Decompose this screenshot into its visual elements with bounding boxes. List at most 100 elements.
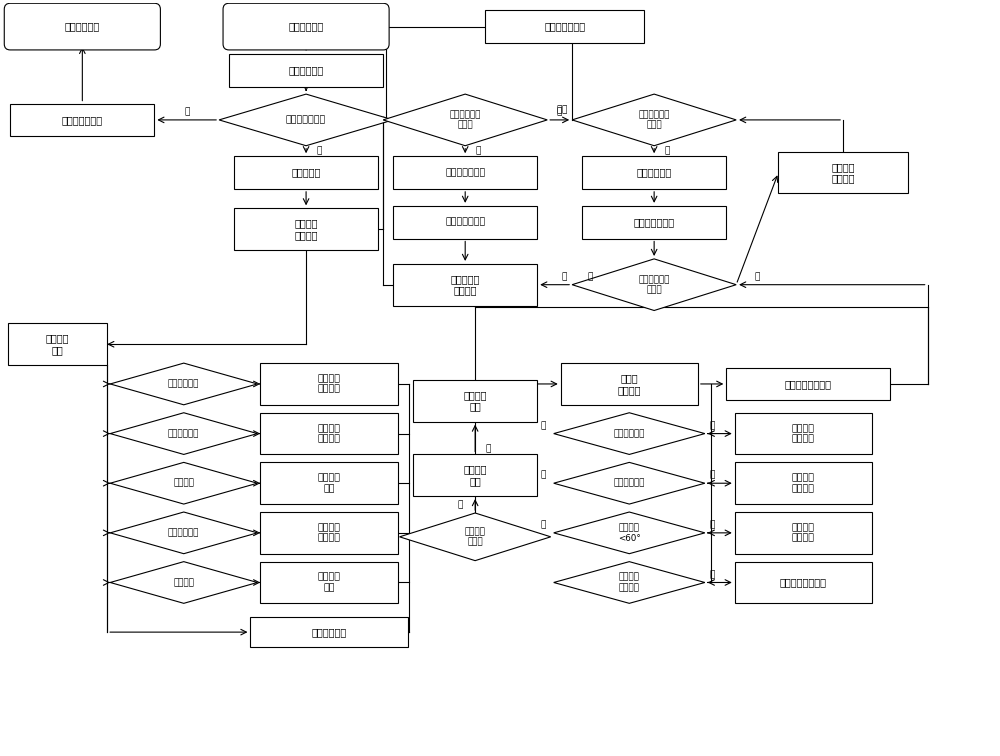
FancyBboxPatch shape <box>10 104 154 136</box>
Text: 其他路径规划: 其他路径规划 <box>311 627 347 637</box>
Polygon shape <box>110 512 257 553</box>
FancyBboxPatch shape <box>260 512 398 553</box>
FancyBboxPatch shape <box>260 562 398 603</box>
Text: 所有层规划完成: 所有层规划完成 <box>62 115 103 125</box>
Polygon shape <box>400 513 551 561</box>
FancyBboxPatch shape <box>260 413 398 454</box>
FancyBboxPatch shape <box>582 206 726 239</box>
Text: 获取层部件数据: 获取层部件数据 <box>445 168 485 177</box>
Text: 开始路径规划: 开始路径规划 <box>288 22 324 32</box>
Polygon shape <box>554 512 705 553</box>
Text: 否: 否 <box>755 272 760 281</box>
Text: 是: 是 <box>710 421 715 430</box>
Polygon shape <box>572 259 736 311</box>
Text: 否: 否 <box>540 421 546 430</box>
Text: 否: 否 <box>540 471 546 480</box>
FancyBboxPatch shape <box>735 562 872 603</box>
FancyBboxPatch shape <box>234 156 378 189</box>
Text: 纤维路径
夹角优化: 纤维路径 夹角优化 <box>792 523 815 543</box>
Text: 否: 否 <box>458 500 463 509</box>
Text: 常规路径
策略: 常规路径 策略 <box>463 464 487 486</box>
Text: 是否外部轮廓: 是否外部轮廓 <box>168 380 200 389</box>
Text: 是否有待规划
的区域: 是否有待规划 的区域 <box>638 110 670 129</box>
Text: 添加纤维
装填动作: 添加纤维 装填动作 <box>792 473 815 493</box>
Text: 是否需要切断: 是否需要切断 <box>614 429 645 438</box>
Text: 是: 是 <box>710 471 715 480</box>
Polygon shape <box>554 413 705 454</box>
Text: 是否支撑: 是否支撑 <box>173 578 194 587</box>
Text: 否: 否 <box>557 106 562 114</box>
FancyBboxPatch shape <box>393 156 537 189</box>
Text: 是否有待规划
层部件: 是否有待规划 层部件 <box>449 110 481 129</box>
Text: 否: 否 <box>540 520 546 529</box>
Polygon shape <box>110 463 257 504</box>
Text: 是否内部轮廓: 是否内部轮廓 <box>168 429 200 438</box>
Polygon shape <box>554 463 705 504</box>
Text: 获取层数据: 获取层数据 <box>291 168 321 178</box>
Text: 否: 否 <box>184 107 189 116</box>
Text: 是否需要装填: 是否需要装填 <box>614 479 645 488</box>
Text: 逐层规划路径: 逐层规划路径 <box>288 65 324 76</box>
Text: 填充路径
规划: 填充路径 规划 <box>317 473 340 493</box>
Text: 是否路径
宽度不够: 是否路径 宽度不够 <box>619 573 640 592</box>
Polygon shape <box>110 363 257 404</box>
Text: 是: 是 <box>664 147 669 156</box>
Text: 添加层部件
跳转动作: 添加层部件 跳转动作 <box>451 274 480 296</box>
Text: 添加纤维路径动作: 添加纤维路径动作 <box>785 379 832 389</box>
FancyBboxPatch shape <box>260 463 398 504</box>
Text: 是: 是 <box>587 272 592 281</box>
FancyBboxPatch shape <box>778 152 908 194</box>
Text: 是: 是 <box>475 147 481 156</box>
Polygon shape <box>110 413 257 454</box>
FancyBboxPatch shape <box>234 208 378 250</box>
FancyBboxPatch shape <box>735 512 872 553</box>
Text: 是否使用
长纤维: 是否使用 长纤维 <box>465 527 486 547</box>
Text: 支撑路径
规划: 支撑路径 规划 <box>317 573 340 592</box>
FancyBboxPatch shape <box>582 156 726 189</box>
FancyBboxPatch shape <box>735 413 872 454</box>
Polygon shape <box>110 562 257 603</box>
Text: 是: 是 <box>562 272 567 281</box>
Text: 是否填充: 是否填充 <box>173 479 194 488</box>
FancyBboxPatch shape <box>229 54 383 87</box>
Text: 否: 否 <box>710 570 715 579</box>
FancyBboxPatch shape <box>413 380 537 422</box>
Text: 是: 是 <box>710 520 715 529</box>
Text: 添加区域
跳转动作: 添加区域 跳转动作 <box>831 162 855 183</box>
Text: 取消纤维路径规划: 取消纤维路径规划 <box>780 578 827 587</box>
FancyBboxPatch shape <box>413 454 537 496</box>
Text: 添加纤维
切断动作: 添加纤维 切断动作 <box>792 424 815 443</box>
FancyBboxPatch shape <box>4 3 160 50</box>
Text: 内部轮廓
路径规划: 内部轮廓 路径规划 <box>317 424 340 443</box>
Text: 上下表面
路径规划: 上下表面 路径规划 <box>317 523 340 543</box>
Text: 是: 是 <box>485 444 490 453</box>
Text: 逐区域规划路径: 逐区域规划路径 <box>445 218 485 227</box>
Text: 否: 否 <box>557 107 562 116</box>
FancyBboxPatch shape <box>393 206 537 239</box>
FancyBboxPatch shape <box>561 363 698 404</box>
Text: 添加路径
动作: 添加路径 动作 <box>463 390 487 411</box>
FancyBboxPatch shape <box>260 363 398 404</box>
Text: 是否上下表面: 是否上下表面 <box>168 528 200 538</box>
Polygon shape <box>554 562 705 603</box>
FancyBboxPatch shape <box>223 3 389 50</box>
Text: 添加层切换动作: 添加层切换动作 <box>544 22 585 32</box>
Text: 长纤维
路径策略: 长纤维 路径策略 <box>618 373 641 395</box>
FancyBboxPatch shape <box>8 324 107 365</box>
FancyBboxPatch shape <box>393 264 537 305</box>
Text: 获取路径
数据: 获取路径 数据 <box>46 333 69 355</box>
FancyBboxPatch shape <box>485 11 644 43</box>
Text: 获取区域数据: 获取区域数据 <box>637 168 672 178</box>
Text: 逐线条规划路径: 逐线条规划路径 <box>634 217 675 227</box>
FancyBboxPatch shape <box>250 617 408 647</box>
FancyBboxPatch shape <box>726 367 890 401</box>
Text: 是否有待规划
的路径: 是否有待规划 的路径 <box>638 275 670 294</box>
Polygon shape <box>572 94 736 146</box>
Text: 是: 是 <box>316 147 321 156</box>
Text: 结束路径规划: 结束路径规划 <box>65 22 100 32</box>
Text: 逐部件层
规划路径: 逐部件层 规划路径 <box>294 218 318 240</box>
Polygon shape <box>383 94 547 146</box>
Polygon shape <box>219 94 393 146</box>
Text: 是否有待规划层: 是否有待规划层 <box>286 116 326 125</box>
Text: 外部轮廓
路径规划: 外部轮廓 路径规划 <box>317 374 340 394</box>
